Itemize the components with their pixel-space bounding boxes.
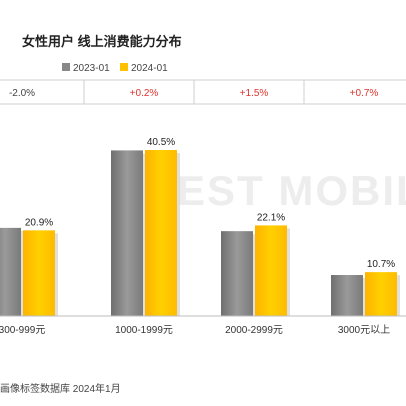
diff-value-1: -2.0% bbox=[9, 88, 35, 99]
chart-title: 女性用户 线上消费能力分布 bbox=[22, 34, 182, 49]
legend: 2023-01 2024-01 bbox=[62, 63, 168, 74]
diff-value-4: +0.7% bbox=[350, 88, 379, 99]
category-label-4: 3000元以上 bbox=[338, 324, 390, 336]
bar-2023-2 bbox=[111, 150, 143, 316]
bars bbox=[0, 150, 400, 316]
legend-swatch-2024 bbox=[120, 63, 128, 71]
category-label-1: 300-999元 bbox=[0, 325, 45, 336]
bar-2023-1 bbox=[0, 227, 21, 316]
legend-label-2024: 2024-01 bbox=[131, 63, 168, 74]
bar-2023-4 bbox=[331, 275, 363, 316]
legend-swatch-2023 bbox=[62, 63, 70, 71]
bar-2023-3 bbox=[221, 231, 253, 316]
data-label-2024-2: 40.5% bbox=[147, 137, 175, 148]
diff-value-3: +1.5% bbox=[240, 88, 269, 99]
category-labels: 300-999元 1000-1999元 2000-2999元 3000元以上 bbox=[0, 324, 390, 336]
bar-2024-2 bbox=[145, 150, 177, 316]
bar-2024-3 bbox=[255, 225, 287, 316]
data-label-2024-4: 10.7% bbox=[367, 259, 395, 270]
bar-2024-1 bbox=[23, 230, 55, 316]
category-label-3: 2000-2999元 bbox=[225, 325, 283, 336]
data-label-2024-3: 22.1% bbox=[257, 212, 285, 223]
diff-value-2: +0.2% bbox=[130, 88, 159, 99]
bar-2024-4 bbox=[365, 272, 397, 316]
legend-label-2023: 2023-01 bbox=[73, 63, 110, 74]
source-note: 画像标签数据库 2024年1月 bbox=[0, 382, 121, 395]
data-label-2024-1: 20.9% bbox=[25, 217, 53, 228]
category-label-2: 1000-1999元 bbox=[115, 325, 173, 336]
value-labels: 20.9% 40.5% 22.1% 10.7% bbox=[25, 137, 395, 270]
diff-row: -2.0% +0.2% +1.5% +0.7% bbox=[0, 79, 406, 105]
